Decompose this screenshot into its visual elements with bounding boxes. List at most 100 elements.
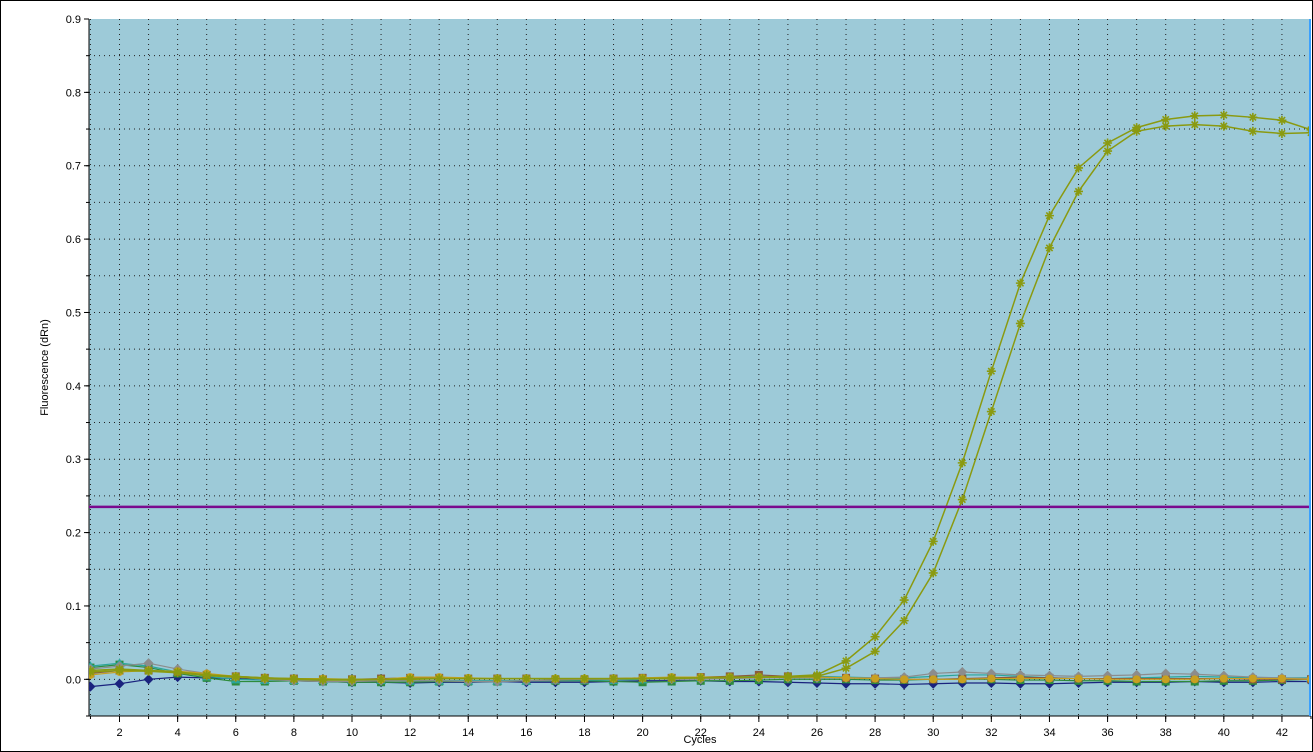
data-point [957,495,967,505]
data-point [1248,126,1258,136]
data-point [783,672,793,682]
data-point [899,595,909,605]
y-tick-label: 0.1 [66,601,81,613]
data-point [1277,128,1287,138]
data-point [1045,674,1054,683]
data-point [1248,112,1258,122]
data-point [144,666,154,676]
data-point [986,366,996,376]
data-point [871,674,880,683]
data-point [928,568,938,578]
data-point [1160,668,1171,679]
data-point [550,674,560,684]
data-point [1103,138,1113,148]
data-point [987,674,996,683]
y-tick-label: 0.9 [66,14,81,26]
data-point [900,675,909,684]
y-tick-label: 0.4 [66,381,81,393]
data-point [1074,163,1084,173]
x-tick-label: 22 [695,727,707,739]
data-point [115,666,125,676]
data-point [1248,674,1257,683]
data-point [1074,186,1084,196]
x-tick-label: 14 [462,727,474,739]
x-tick-label: 38 [1160,727,1172,739]
x-tick-label: 28 [869,727,881,739]
data-point [929,675,938,684]
data-point [957,458,967,468]
x-tick-label: 24 [753,727,765,739]
data-point [89,681,96,692]
data-point [289,674,299,684]
x-tick-label: 42 [1276,727,1288,739]
data-point [347,675,357,685]
data-point [231,672,241,682]
data-point [1132,675,1141,684]
y-tick-label: 0.0 [66,674,81,686]
data-point [1219,674,1228,683]
data-point [1132,126,1142,136]
data-point [492,674,502,684]
data-point [1190,675,1199,684]
data-point [318,675,328,685]
data-point [928,668,939,679]
data-point [754,672,764,682]
data-point [696,673,706,683]
data-point [89,667,95,677]
data-point [1015,318,1025,328]
data-point [1015,278,1025,288]
data-point [841,656,851,666]
data-point [986,407,996,417]
x-tick-label: 18 [578,727,590,739]
data-point [841,663,851,673]
data-point [434,674,444,684]
data-point [405,674,415,684]
data-point [143,658,154,669]
data-point [1161,675,1170,684]
data-point [463,674,473,684]
data-point [667,674,677,684]
x-tick-label: 32 [985,727,997,739]
y-tick-label: 0.7 [66,161,81,173]
data-point [1044,211,1054,221]
data-point [870,646,880,656]
data-point [957,666,968,677]
x-tick-label: 26 [811,727,823,739]
data-point [1103,675,1112,684]
x-tick-label: 6 [233,727,239,739]
data-point [1190,111,1200,121]
x-tick-label: 30 [927,727,939,739]
data-point [725,673,735,683]
data-point [143,674,154,685]
data-point [928,536,938,546]
data-point [609,674,619,684]
data-point [376,674,386,684]
y-tick-label: 0.6 [66,234,81,246]
data-point [870,632,880,642]
data-point [1044,243,1054,253]
x-tick-label: 34 [1043,727,1055,739]
x-tick-label: 10 [346,727,358,739]
x-tick-label: 16 [520,727,532,739]
data-point [202,671,212,681]
x-tick-label: 4 [175,727,181,739]
data-point [1219,110,1229,120]
data-point [521,674,531,684]
x-axis-title: Cycles [683,734,717,746]
data-point [1016,674,1025,683]
data-point [260,674,270,684]
data-point [958,675,967,684]
y-tick-label: 0.3 [66,454,81,466]
data-point [173,668,183,678]
data-point [1190,120,1200,130]
series-1 [89,120,1311,685]
y-tick-label: 0.5 [66,307,81,319]
data-point [1161,115,1171,125]
y-tick-label: 0.2 [66,528,81,540]
x-tick-label: 36 [1101,727,1113,739]
x-tick-label: 2 [116,727,122,739]
data-point [1103,146,1113,156]
y-axis-title: Fluorescence (dRn) [39,319,51,416]
plot-area [89,19,1311,716]
